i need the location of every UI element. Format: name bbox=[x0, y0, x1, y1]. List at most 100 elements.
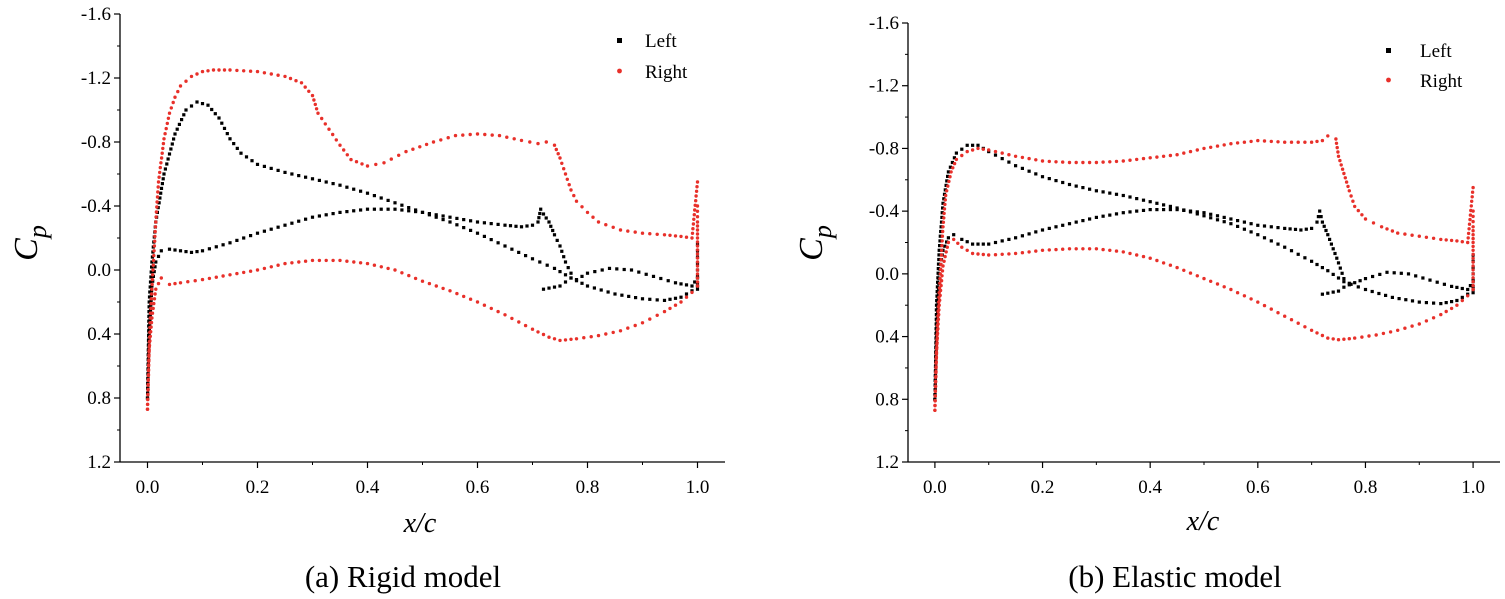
data-point-left bbox=[946, 170, 950, 174]
data-point-right bbox=[943, 202, 947, 207]
data-point-left bbox=[1081, 219, 1085, 223]
data-point-right bbox=[1471, 233, 1475, 237]
data-point-left bbox=[1340, 271, 1344, 275]
data-point-left bbox=[1128, 210, 1132, 214]
data-point-right bbox=[585, 210, 590, 215]
data-point-right bbox=[569, 337, 573, 341]
data-point-left bbox=[1114, 212, 1119, 216]
data-point-right bbox=[1471, 229, 1475, 233]
data-point-right bbox=[165, 121, 169, 126]
data-point-left bbox=[1315, 262, 1319, 267]
data-point-right bbox=[1470, 190, 1475, 194]
data-point-right bbox=[151, 273, 155, 277]
data-point-left bbox=[1316, 215, 1320, 219]
data-point-right bbox=[148, 334, 152, 338]
data-point-right bbox=[153, 229, 157, 234]
data-point-left bbox=[1094, 189, 1098, 193]
data-point-right bbox=[940, 239, 944, 243]
data-point-right bbox=[294, 79, 298, 83]
data-point-right bbox=[159, 161, 163, 165]
data-point-right bbox=[186, 280, 190, 284]
data-point-left bbox=[317, 178, 321, 182]
data-point-left bbox=[510, 247, 514, 251]
data-point-right bbox=[1148, 256, 1152, 260]
data-point-right bbox=[475, 132, 480, 136]
data-point-left bbox=[662, 298, 667, 302]
data-point-right bbox=[242, 69, 246, 73]
data-point-right bbox=[151, 268, 155, 272]
data-point-left bbox=[629, 268, 634, 272]
data-point-right bbox=[149, 306, 153, 311]
data-point-right bbox=[1471, 240, 1475, 245]
data-point-right bbox=[695, 180, 700, 184]
data-point-left bbox=[1283, 226, 1287, 230]
data-point-left bbox=[242, 236, 246, 240]
data-point-right bbox=[935, 345, 939, 350]
data-point-left bbox=[1293, 227, 1298, 231]
data-point-right bbox=[993, 253, 998, 257]
series-left bbox=[933, 143, 1475, 401]
data-point-right bbox=[1141, 254, 1146, 259]
data-point-left bbox=[1378, 272, 1382, 276]
data-point-right bbox=[154, 220, 158, 224]
data-point-right bbox=[1256, 138, 1260, 143]
data-point-left bbox=[1061, 180, 1065, 185]
data-point-right bbox=[200, 69, 205, 74]
data-point-right bbox=[1269, 307, 1274, 311]
data-point-left bbox=[156, 254, 161, 258]
data-point-right bbox=[1161, 261, 1166, 265]
data-point-right bbox=[379, 265, 383, 269]
data-point-left bbox=[679, 282, 683, 286]
data-point-right bbox=[475, 300, 480, 304]
data-point-right bbox=[934, 369, 938, 374]
data-point-right bbox=[1315, 331, 1319, 335]
data-point-right bbox=[1335, 145, 1339, 150]
data-point-left bbox=[1182, 208, 1186, 212]
data-point-right bbox=[1417, 234, 1422, 238]
data-point-left bbox=[1007, 237, 1011, 241]
data-point-right bbox=[299, 81, 304, 85]
data-point-right bbox=[189, 74, 194, 79]
data-point-right bbox=[235, 271, 239, 276]
data-point-right bbox=[1347, 189, 1352, 193]
data-point-left bbox=[514, 224, 518, 228]
data-point-left bbox=[448, 220, 452, 224]
data-point-left bbox=[651, 274, 656, 278]
data-point-right bbox=[276, 73, 280, 77]
data-point-right bbox=[248, 69, 253, 73]
data-point-right bbox=[1269, 139, 1274, 144]
data-point-right bbox=[952, 161, 957, 166]
data-point-left bbox=[941, 206, 945, 210]
x-axis-title: x/c bbox=[403, 508, 437, 539]
data-point-left bbox=[1328, 237, 1332, 241]
data-point-left bbox=[1392, 271, 1396, 275]
data-point-right bbox=[157, 175, 161, 179]
data-point-right bbox=[1467, 227, 1471, 231]
data-point-right bbox=[1027, 250, 1031, 254]
data-point-right bbox=[1087, 160, 1092, 165]
data-point-left bbox=[1331, 247, 1335, 251]
data-point-right bbox=[334, 138, 338, 142]
data-point-left bbox=[1215, 214, 1220, 218]
y-tick-label: 0.4 bbox=[87, 324, 111, 345]
data-point-right bbox=[1242, 294, 1247, 298]
data-point-left bbox=[987, 242, 991, 246]
data-point-right bbox=[970, 148, 975, 152]
data-point-right bbox=[519, 138, 524, 143]
x-tick-label: 0.4 bbox=[356, 477, 380, 498]
data-point-left bbox=[154, 260, 158, 264]
data-point-left bbox=[166, 157, 170, 161]
data-point-left bbox=[552, 285, 557, 289]
data-point-left bbox=[517, 250, 521, 254]
data-point-left bbox=[519, 225, 524, 229]
data-point-left bbox=[1322, 224, 1326, 228]
data-point-right bbox=[310, 93, 315, 98]
data-point-right bbox=[1403, 326, 1407, 330]
data-point-right bbox=[939, 258, 943, 262]
data-point-left bbox=[1094, 215, 1098, 219]
data-point-left bbox=[262, 164, 266, 168]
data-point-right bbox=[166, 116, 171, 121]
data-point-right bbox=[1128, 251, 1132, 256]
data-point-right bbox=[554, 147, 558, 152]
data-point-left bbox=[1108, 213, 1112, 217]
